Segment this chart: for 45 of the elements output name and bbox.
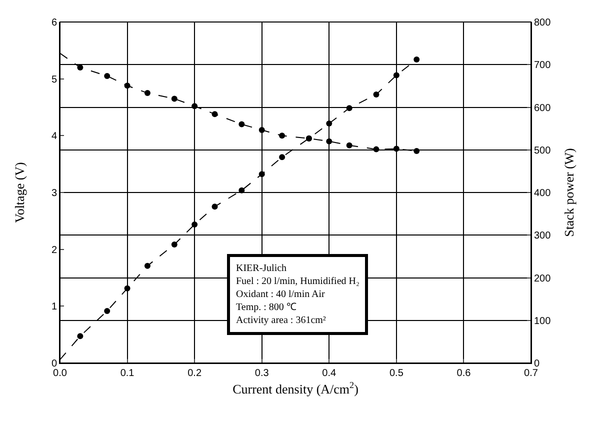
y2-tick-label: 200 — [534, 273, 552, 284]
point — [279, 154, 286, 160]
x-tick-label: 0.1 — [120, 368, 135, 379]
point — [414, 148, 420, 154]
y-tick-label: 4 — [51, 131, 58, 142]
y2-tick-label: 400 — [534, 188, 552, 199]
annotation: Temp. : 800 ℃ — [236, 302, 296, 313]
annotation: Fuel : 20 l/min, Humidified H₂ — [236, 276, 360, 287]
x-tick-label: 0.5 — [389, 368, 404, 379]
y2-tick-label: 600 — [534, 102, 552, 114]
y-tick-label: 5 — [51, 74, 58, 86]
x-tick-label: 0.7 — [524, 368, 538, 379]
y-tick-label: 6 — [51, 18, 58, 28]
y-tick-label: 1 — [51, 302, 58, 313]
annotation: Activity area : 361cm² — [236, 315, 326, 326]
point — [192, 221, 198, 228]
point — [171, 96, 178, 102]
y2-tick-label: 0 — [534, 358, 540, 370]
y2-tick-label: 300 — [534, 230, 552, 242]
x-tick-label: 0.6 — [456, 368, 472, 379]
x-axis-title: Current density (A/cm$^{2}$) — [232, 380, 358, 397]
x-tick-label: 0.0 — [53, 368, 68, 379]
y2-tick-label: 500 — [534, 145, 552, 156]
y2-axis-title: Stack power (W) — [562, 148, 576, 237]
y-tick-label: 0 — [51, 358, 58, 370]
point — [326, 138, 332, 144]
point — [393, 146, 400, 152]
point — [414, 56, 420, 63]
x-tick-label: 0.4 — [322, 368, 337, 379]
point — [238, 121, 245, 128]
y2-tick-label: 700 — [534, 60, 552, 72]
y-axis-title: Voltage (V) — [12, 162, 27, 223]
x-tick-label: 0.2 — [188, 368, 202, 379]
y-tick-label: 2 — [51, 244, 58, 256]
annotation: KIER-Julich — [236, 263, 287, 274]
point — [393, 72, 400, 78]
y2-tick-label: 800 — [534, 18, 552, 28]
point — [77, 333, 84, 340]
point — [238, 187, 245, 194]
y-tick-label: 3 — [51, 188, 58, 199]
annotation: Oxidant : 40 l/min Air — [236, 289, 326, 300]
x-tick-label: 0.3 — [254, 368, 270, 379]
y2-tick-label: 100 — [534, 316, 552, 327]
point — [104, 72, 110, 79]
point — [104, 308, 110, 314]
